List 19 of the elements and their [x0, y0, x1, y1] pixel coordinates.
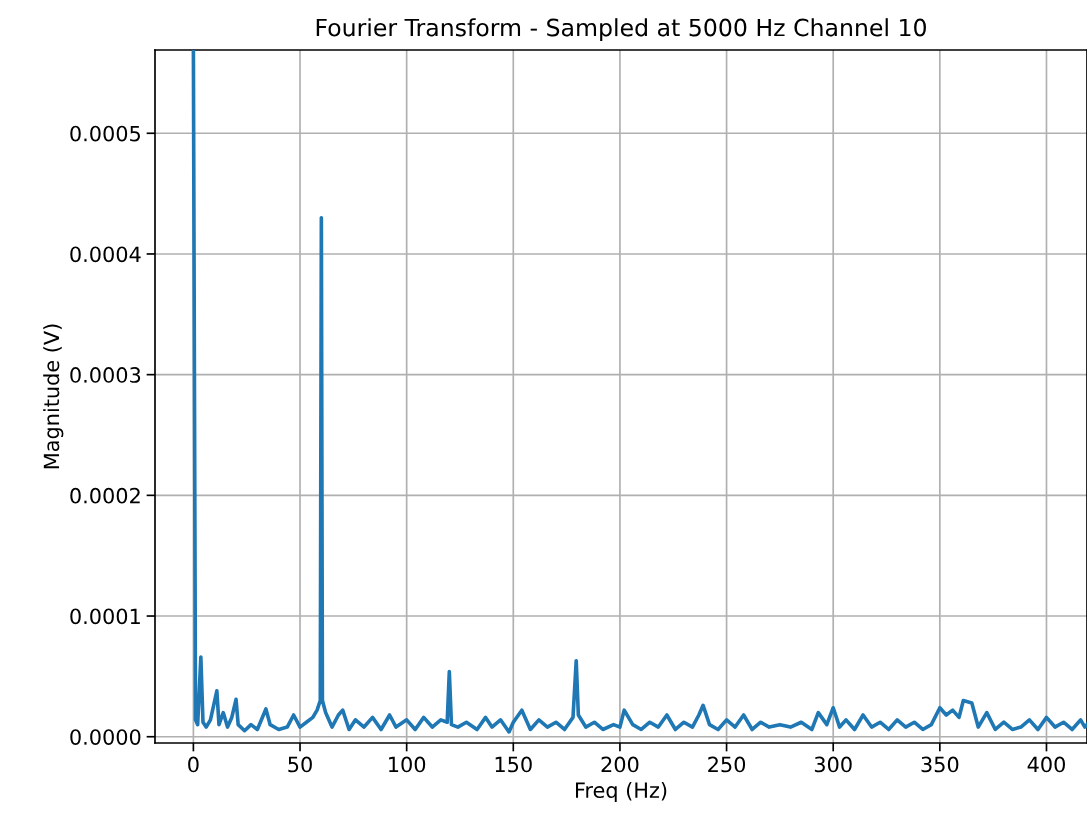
- y-axis-title: Magnitude (V): [43, 324, 64, 469]
- x-tick-label: 400: [1027, 756, 1065, 773]
- x-axis-title: Freq (Hz): [576, 781, 667, 803]
- x-tick-label: 100: [389, 756, 426, 773]
- y-tick-label: 0.0001: [70, 608, 140, 625]
- line-series: [191, 50, 1087, 734]
- x-tick-label: 350: [921, 756, 959, 773]
- x-tick-label: 250: [708, 756, 746, 773]
- x-tick-label: 0: [188, 756, 199, 773]
- x-tick-label: 200: [601, 756, 639, 773]
- x-tick-label: 50: [288, 756, 312, 773]
- x-tick-label: 300: [814, 756, 852, 773]
- chart-title: Fourier Transform - Sampled at 5000 Hz Channel 10: [316, 18, 926, 42]
- y-tick-label: 0.0002: [70, 487, 140, 504]
- y-tick-label: 0.0003: [70, 367, 141, 383]
- y-tick-label: 0.0005: [70, 125, 140, 142]
- y-tick-label: 0.0004: [70, 246, 141, 263]
- x-tick-label: 150: [495, 756, 532, 773]
- y-tick-label: 0.0000: [70, 729, 141, 745]
